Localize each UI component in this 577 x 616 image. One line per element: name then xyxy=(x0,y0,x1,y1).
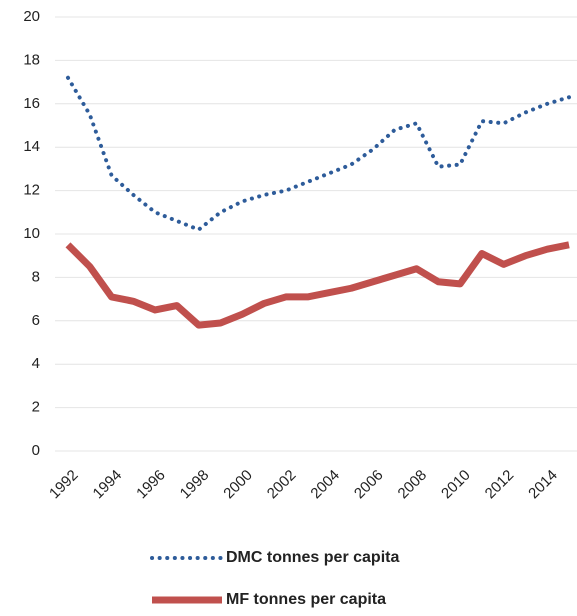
x-tick-label: 2008 xyxy=(395,467,431,503)
y-tick-label: 16 xyxy=(23,95,40,112)
x-tick-label: 1998 xyxy=(177,467,213,503)
y-tick-label: 2 xyxy=(32,399,40,416)
x-tick-label: 2002 xyxy=(264,467,300,503)
y-tick-label: 0 xyxy=(32,442,40,459)
y-tick-label: 10 xyxy=(23,225,40,242)
y-tick-label: 6 xyxy=(32,312,40,329)
x-tick-label: 2014 xyxy=(525,467,561,503)
x-tick-label: 2012 xyxy=(482,467,518,503)
y-tick-label: 20 xyxy=(23,8,40,25)
legend-label: DMC tonnes per capita xyxy=(226,549,399,566)
y-tick-label: 12 xyxy=(23,182,40,199)
series-line xyxy=(65,241,570,329)
series-line xyxy=(66,75,571,232)
x-tick-label: 2000 xyxy=(220,467,256,503)
x-tick-label: 2004 xyxy=(307,467,343,503)
x-tick-label: 1996 xyxy=(133,467,169,503)
x-tick-label: 1994 xyxy=(90,467,126,503)
x-tick-label: 2010 xyxy=(438,467,474,503)
x-tick-label: 1992 xyxy=(46,467,82,503)
y-tick-label: 18 xyxy=(23,51,40,68)
y-tick-label: 4 xyxy=(32,355,40,372)
y-tick-label: 8 xyxy=(32,268,40,285)
x-tick-label: 2006 xyxy=(351,467,387,503)
y-tick-label: 14 xyxy=(23,138,40,155)
legend-label: MF tonnes per capita xyxy=(226,591,386,608)
